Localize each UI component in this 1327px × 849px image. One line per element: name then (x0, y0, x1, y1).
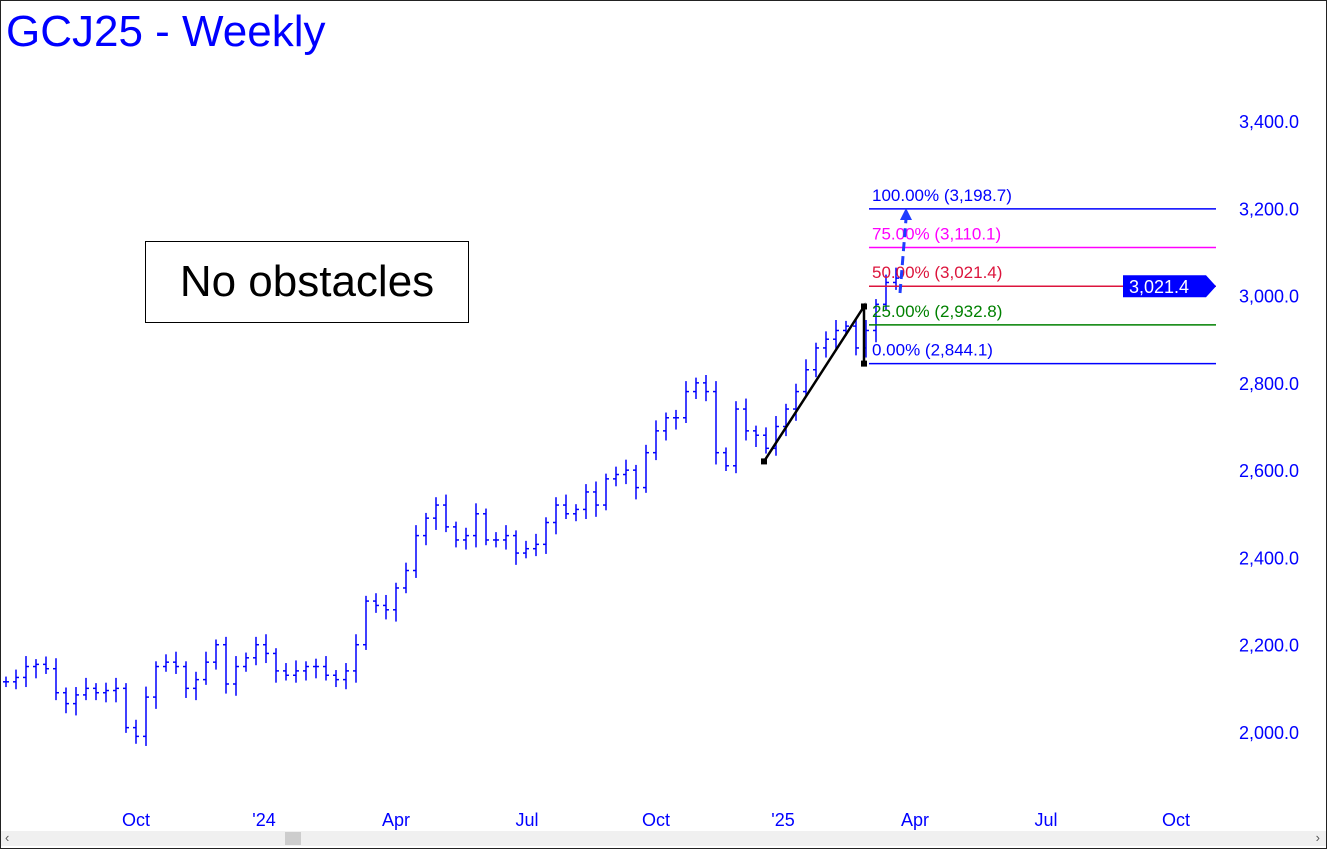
projection-arrow (898, 218, 908, 294)
x-tick-label: '25 (771, 810, 794, 830)
annotation-box: No obstacles (145, 241, 469, 323)
y-tick-label: 3,400.0 (1239, 112, 1299, 132)
x-tick-label: '24 (252, 810, 275, 830)
x-tick-label: Jul (515, 810, 538, 830)
fib-level-label: 50.00% (3,021.4) (872, 263, 1002, 282)
abc-point-marker (861, 303, 867, 310)
y-tick-label: 3,200.0 (1239, 199, 1299, 219)
y-tick-label: 2,200.0 (1239, 636, 1299, 656)
last-price-tag (1123, 275, 1216, 298)
y-tick-label: 2,400.0 (1239, 548, 1299, 568)
fib-level-label: 100.00% (3,198.7) (872, 186, 1012, 205)
horizontal-scrollbar[interactable]: ‹ › (1, 830, 1326, 846)
x-tick-label: Apr (382, 810, 410, 830)
price-chart: 2,000.0 2,200.0 2,400.0 2,600.0 2,800.0 3,000… (3, 112, 1299, 830)
y-tick-label: 2,000.0 (1239, 723, 1299, 743)
fib-level-label: 0.00% (2,844.1) (872, 341, 993, 360)
x-tick-label: Oct (122, 810, 150, 830)
scroll-right-icon[interactable]: › (1315, 830, 1320, 845)
projection-arrowhead-icon (900, 208, 912, 220)
y-tick-label: 3,000.0 (1239, 287, 1299, 307)
x-tick-label: Jul (1034, 810, 1057, 830)
x-tick-label: Oct (1162, 810, 1190, 830)
last-price-label: 3,021.4 (1129, 277, 1189, 297)
x-tick-label: Apr (901, 810, 929, 830)
fib-level-label: 25.00% (2,932.8) (872, 302, 1002, 321)
scrollbar-thumb[interactable] (285, 832, 301, 845)
x-tick-label: Oct (642, 810, 670, 830)
fib-level-label: 75.00% (3,110.1) (872, 225, 1001, 244)
abc-point-marker (861, 360, 867, 367)
scroll-left-icon[interactable]: ‹ (5, 830, 10, 845)
abc-point-marker (761, 458, 767, 465)
chart-title: GCJ25 - Weekly (6, 7, 326, 56)
y-tick-label: 2,600.0 (1239, 461, 1299, 481)
abc-pattern-line (762, 302, 866, 463)
y-tick-label: 2,800.0 (1239, 374, 1299, 394)
